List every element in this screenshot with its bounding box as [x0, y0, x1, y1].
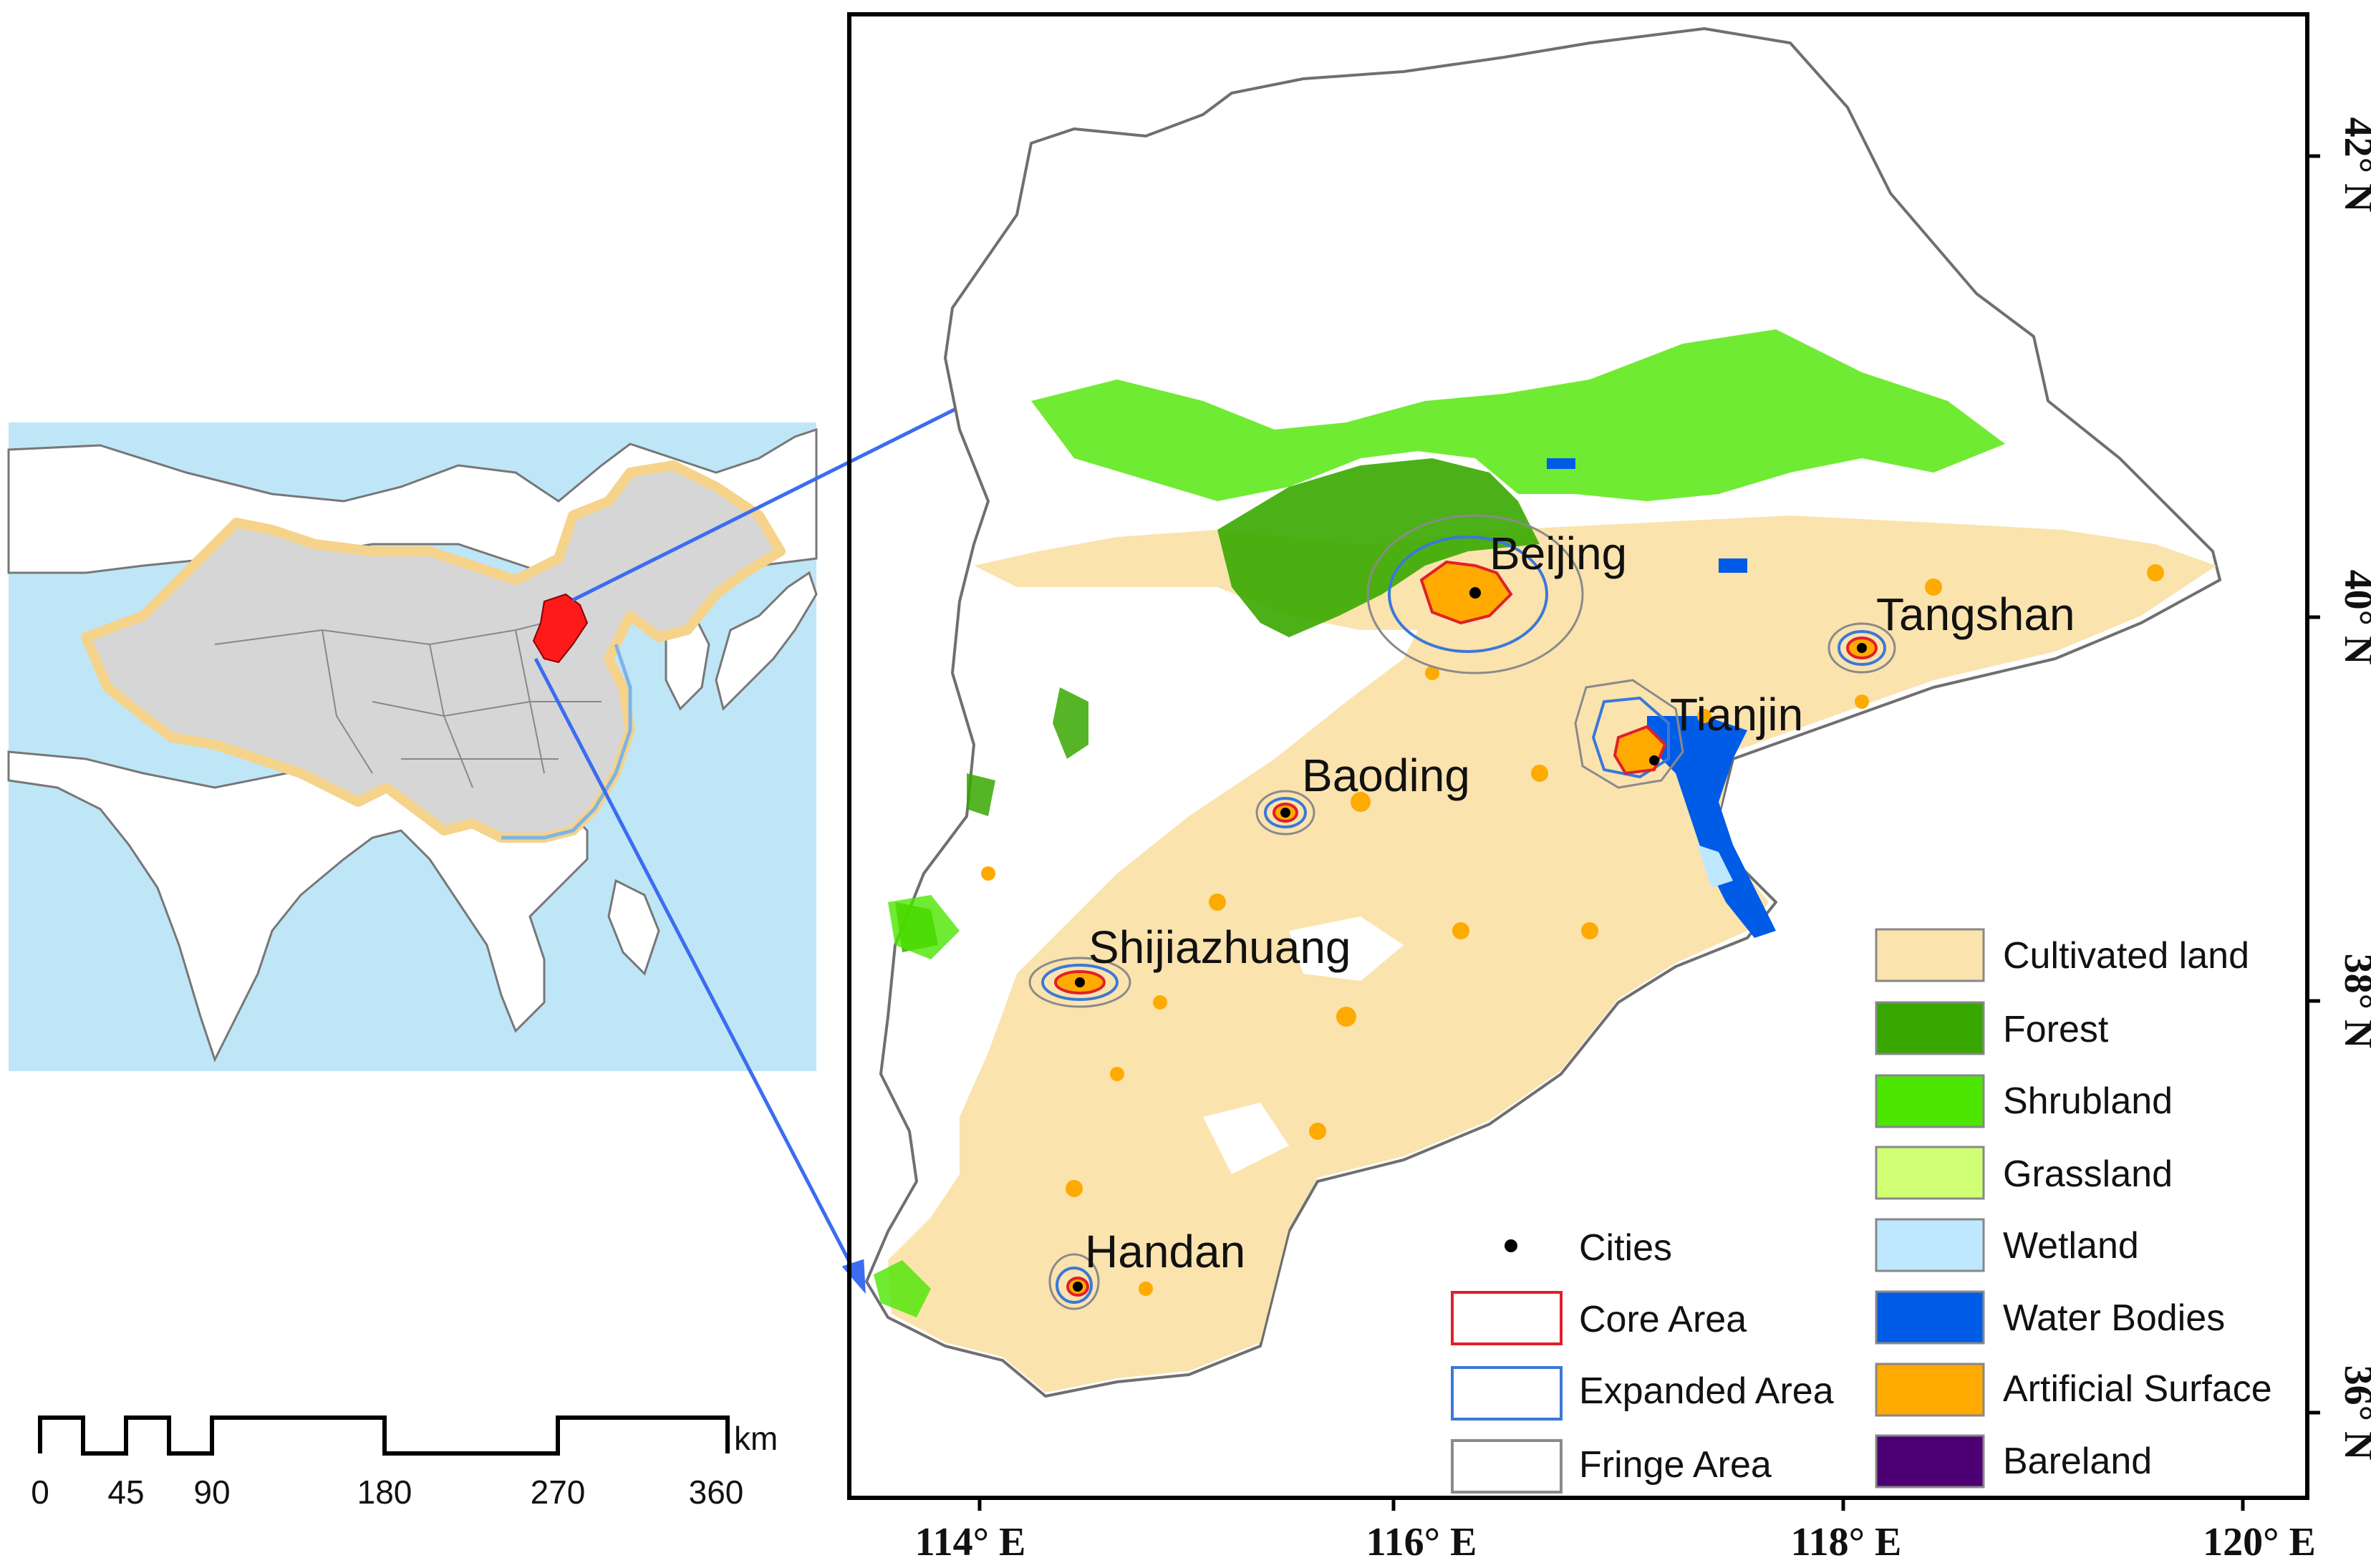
- legend-left: Cities Core Area Expanded Area Fringe Ar…: [1451, 1227, 1834, 1494]
- legend-label-wetland: Wetland: [2003, 1225, 2139, 1267]
- scale-tick-270: 270: [531, 1473, 586, 1511]
- x-axis: 114° E 116° E 118° E 120° E: [915, 1498, 2316, 1564]
- wetland-coast: [1697, 845, 1733, 888]
- legend-swatch-water-bodies: [1875, 1290, 1985, 1345]
- legend-label-shrubland: Shrubland: [2003, 1080, 2173, 1122]
- scale-unit: km: [734, 1420, 778, 1457]
- scale-tick-45: 45: [107, 1473, 144, 1511]
- y-tick-40: 40° N: [2336, 570, 2371, 665]
- scale-bar: km 0 45 90 180 270 360: [31, 1415, 778, 1511]
- legend-label-water-bodies: Water Bodies: [2003, 1297, 2225, 1339]
- legend-cities-dot: [1505, 1239, 1517, 1252]
- city-label-tangshan: Tangshan: [1876, 589, 2075, 640]
- scale-bar-line: [38, 1415, 730, 1456]
- city-dot-baoding: [1280, 808, 1290, 818]
- shrubland-west: [874, 895, 960, 1317]
- legend-fringe-area-box: [1451, 1439, 1563, 1494]
- legend-label-bareland: Bareland: [2003, 1441, 2152, 1482]
- legend-expanded-area-label: Expanded Area: [1579, 1370, 1834, 1412]
- city-zones: [1028, 514, 1896, 1310]
- uncultivated-patch: [1203, 1103, 1289, 1174]
- inset-philippines: [607, 879, 660, 976]
- inset-china: [81, 460, 786, 843]
- y-tick-38: 38° N: [2336, 954, 2371, 1049]
- water-bodies-inland: [1547, 458, 1747, 573]
- legend-label-artificial-surface: Artificial Surface: [2003, 1368, 2272, 1410]
- legend-swatch-bareland: [1875, 1434, 1985, 1489]
- main-map: [865, 27, 2221, 1398]
- inset-map: [7, 422, 818, 1071]
- scale-tick-360: 360: [689, 1473, 744, 1511]
- city-label-shijiazhuang: Shijiazhuang: [1088, 921, 1351, 973]
- legend-swatch-cultivated-land: [1875, 928, 1985, 982]
- x-tick-120: 120° E: [2203, 1520, 2316, 1564]
- x-tick-118: 118° E: [1791, 1520, 1902, 1564]
- city-zone-baoding: [1255, 790, 1315, 836]
- city-label-tianjin: Tianjin: [1670, 689, 1803, 740]
- city-dot-tianjin: [1649, 755, 1659, 765]
- city-labels: Beijing Tangshan Tianjin Baoding Shijiaz…: [1085, 528, 2075, 1277]
- legend-label-grassland: Grassland: [2003, 1153, 2173, 1195]
- city-dot-shijiazhuang: [1075, 977, 1085, 987]
- legend-core-area-label: Core Area: [1579, 1299, 1747, 1340]
- legend-label-cultivated-land: Cultivated land: [2003, 935, 2249, 977]
- legend-fringe-area-label: Fringe Area: [1579, 1444, 1772, 1486]
- x-tick-114: 114° E: [915, 1520, 1026, 1564]
- legend-cities-label: Cities: [1579, 1227, 1672, 1269]
- shrubland-belt: [1031, 329, 2005, 501]
- forest-belt: [1217, 458, 1540, 637]
- city-zone-beijing: [1366, 514, 1584, 674]
- city-dot-beijing: [1469, 587, 1481, 599]
- city-label-beijing: Beijing: [1489, 528, 1627, 579]
- city-label-baoding: Baoding: [1302, 750, 1470, 801]
- city-zone-handan: [1048, 1253, 1100, 1310]
- artificial-surface-scatter: [981, 564, 2164, 1296]
- cultivated-land-area: [888, 516, 2216, 1393]
- city-dot-tangshan: [1857, 643, 1867, 653]
- legend-swatch-wetland: [1875, 1218, 1985, 1272]
- legend-expanded-area-box: [1451, 1366, 1563, 1421]
- city-zone-tangshan: [1827, 622, 1896, 674]
- scale-tick-90: 90: [193, 1473, 230, 1511]
- inset-province-lines: [214, 615, 602, 788]
- legend-swatch-forest: [1875, 1001, 1985, 1055]
- y-tick-36: 36° N: [2336, 1365, 2371, 1461]
- city-dot-handan: [1073, 1282, 1083, 1292]
- y-axis: 42° N 40° N 38° N 36° N: [2307, 117, 2371, 1461]
- x-tick-116: 116° E: [1366, 1520, 1477, 1564]
- scale-tick-180: 180: [357, 1473, 412, 1511]
- scale-tick-0: 0: [31, 1473, 49, 1511]
- uncultivated-patch: [1289, 916, 1404, 981]
- y-tick-42: 42° N: [2336, 117, 2371, 213]
- main-map-frame: [847, 12, 2309, 1500]
- city-zone-shijiazhuang: [1028, 957, 1131, 1008]
- legend-swatch-shrubland: [1875, 1074, 1985, 1128]
- city-label-handan: Handan: [1085, 1226, 1245, 1277]
- legend-right: Cultivated land Forest Shrubland Grassla…: [1875, 928, 2272, 1489]
- inset-japan: [715, 571, 818, 711]
- city-zone-tianjin: [1574, 679, 1684, 789]
- legend-swatch-artificial-surface: [1875, 1363, 1985, 1417]
- legend-label-forest: Forest: [2003, 1009, 2109, 1050]
- legend-swatch-grassland: [1875, 1146, 1985, 1200]
- water-bodies-coast: [1647, 716, 1776, 938]
- legend-core-area-box: [1451, 1291, 1563, 1345]
